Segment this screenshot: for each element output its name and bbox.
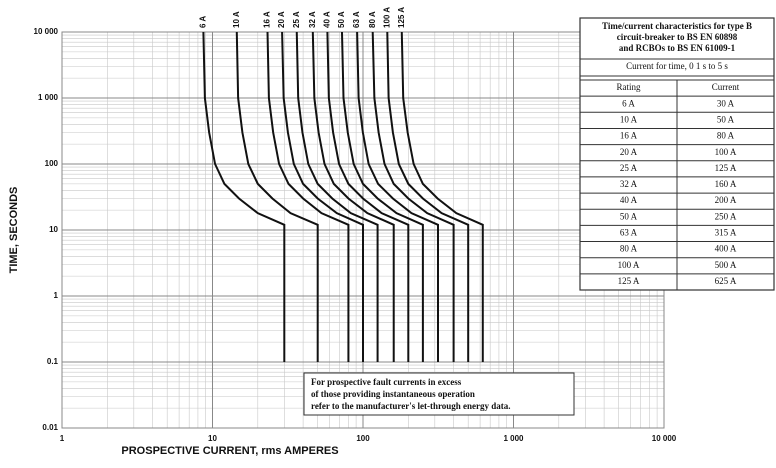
x-tick-label: 10 000 <box>652 434 677 443</box>
series-label: 63 A <box>352 11 361 28</box>
table-cell: 6 A <box>622 98 635 108</box>
y-tick-label: 1 <box>54 291 59 300</box>
table-cell: 10 A <box>620 114 638 124</box>
table-header: Current <box>712 82 740 92</box>
table-cell: 30 A <box>717 98 735 108</box>
table-cell: 100 A <box>715 147 737 157</box>
table-title: circuit-breaker to BS EN 60898 <box>617 32 738 42</box>
annotation-text: refer to the manufacturer's let-through … <box>311 401 511 411</box>
table-cell: 100 A <box>618 260 640 270</box>
table-cell: 40 A <box>620 195 638 205</box>
annotation-text: For prospective fault currents in excess <box>311 377 462 387</box>
y-tick-label: 0.1 <box>47 357 59 366</box>
series-label: 20 A <box>277 11 286 28</box>
table-cell: 315 A <box>715 228 737 238</box>
curve <box>371 31 455 362</box>
y-tick-label: 0.01 <box>42 423 58 432</box>
annotation-box <box>303 372 575 416</box>
series-label: 25 A <box>292 11 301 28</box>
table-cell: 50 A <box>620 211 638 221</box>
series-label: 125 A <box>397 7 406 28</box>
series-label: 100 A <box>382 7 391 28</box>
table-cell: 20 A <box>620 147 638 157</box>
table-cell: 80 A <box>620 244 638 254</box>
y-tick-label: 10 <box>49 225 58 234</box>
table-cell: 25 A <box>620 163 638 173</box>
x-tick-label: 1 <box>60 434 65 443</box>
table-title: Time/current characteristics for type B <box>602 21 752 31</box>
table-cell: 250 A <box>715 211 737 221</box>
series-label: 10 A <box>232 11 241 28</box>
curve <box>400 31 484 362</box>
series-label: 40 A <box>323 11 332 28</box>
table-title: and RCBOs to BS EN 61009-1 <box>619 43 736 53</box>
y-tick-label: 10 000 <box>34 27 59 36</box>
curve <box>326 31 410 362</box>
curve <box>281 31 364 362</box>
table-cell: 80 A <box>717 131 735 141</box>
table-cell: 125 A <box>715 163 737 173</box>
table-cell: 63 A <box>620 228 638 238</box>
annotation-text: of those providing instantaneous operati… <box>311 389 475 399</box>
curve <box>356 31 439 362</box>
curve <box>386 31 470 362</box>
table-cell: 200 A <box>715 195 737 205</box>
table-cell: 500 A <box>715 260 737 270</box>
table-header: Rating <box>617 82 641 92</box>
series-label: 32 A <box>308 11 317 28</box>
curve <box>295 31 379 362</box>
table-cell: 625 A <box>715 276 737 286</box>
table-cell: 160 A <box>715 179 737 189</box>
table-cell: 16 A <box>620 131 638 141</box>
table-cell: 32 A <box>620 179 638 189</box>
y-tick-label: 100 <box>45 159 59 168</box>
y-tick-label: 1 000 <box>38 93 59 102</box>
series-label: 50 A <box>337 11 346 28</box>
series-label: 6 A <box>199 16 208 28</box>
curve <box>311 31 395 362</box>
x-axis-label: PROSPECTIVE CURRENT, rms AMPERES <box>121 445 338 457</box>
table-subtitle: Current for time, 0 1 s to 5 s <box>626 61 728 71</box>
curve <box>202 31 286 362</box>
y-axis-label: TIME, SECONDS <box>8 187 20 274</box>
curve <box>340 31 424 362</box>
series-label: 80 A <box>368 11 377 28</box>
table-cell: 125 A <box>618 276 640 286</box>
series-label: 16 A <box>263 11 272 28</box>
table-cell: 50 A <box>717 114 735 124</box>
curve <box>235 31 319 362</box>
x-tick-label: 10 <box>208 434 217 443</box>
x-tick-label: 1 000 <box>503 434 524 443</box>
curve <box>266 31 350 362</box>
table-cell: 400 A <box>715 244 737 254</box>
x-tick-label: 100 <box>356 434 370 443</box>
